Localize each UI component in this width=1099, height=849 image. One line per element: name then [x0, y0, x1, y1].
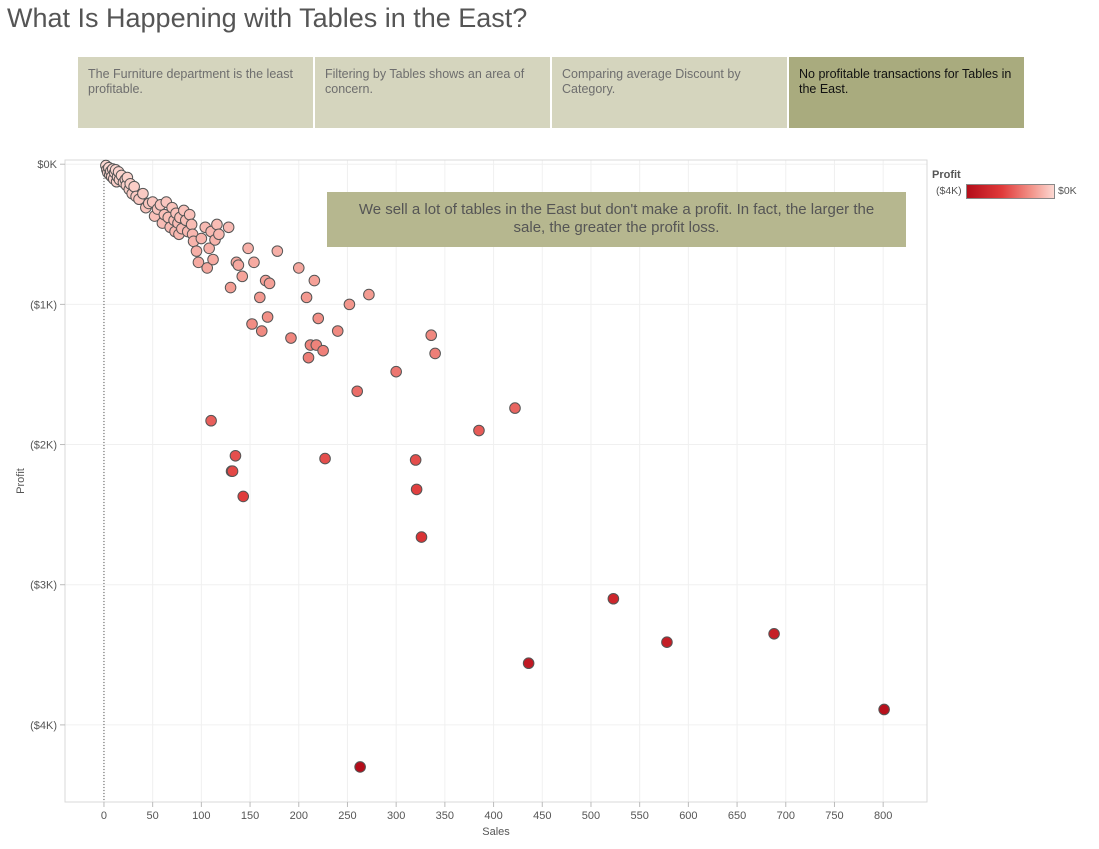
data-point[interactable]: [201, 262, 214, 274]
x-tick-label: 650: [728, 810, 746, 822]
data-point[interactable]: [261, 311, 274, 323]
data-point[interactable]: [224, 281, 237, 294]
y-tick-label: ($4K): [30, 720, 57, 732]
data-point[interactable]: [317, 344, 329, 357]
story-navigator: The Furniture department is the least pr…: [78, 57, 1024, 128]
y-axis: $0K ($1K) ($2K) ($3K) ($4K): [30, 159, 65, 732]
story-point-1[interactable]: The Furniture department is the least pr…: [78, 57, 313, 128]
data-point[interactable]: [425, 329, 438, 342]
data-point[interactable]: [363, 288, 375, 301]
x-tick-label: 100: [192, 810, 210, 822]
data-point[interactable]: [429, 347, 441, 360]
x-tick-label: 150: [241, 810, 259, 822]
data-point[interactable]: [509, 402, 521, 414]
x-tick-label: 250: [338, 810, 356, 822]
x-tick-label: 500: [582, 810, 600, 822]
x-tick-label: 600: [679, 810, 697, 822]
x-tick-label: 300: [387, 810, 405, 822]
data-point[interactable]: [254, 291, 266, 304]
x-tick-label: 200: [290, 810, 308, 822]
data-point[interactable]: [236, 270, 249, 283]
data-points: [100, 159, 890, 773]
x-tick-label: 700: [777, 810, 795, 822]
x-tick-label: 400: [484, 810, 502, 822]
data-point[interactable]: [308, 274, 321, 287]
data-point[interactable]: [415, 531, 428, 543]
data-point[interactable]: [768, 627, 780, 640]
data-point[interactable]: [331, 325, 344, 337]
data-point[interactable]: [137, 187, 149, 200]
x-tick-label: 0: [101, 810, 107, 822]
data-point[interactable]: [607, 592, 620, 605]
page-title: What Is Happening with Tables in the Eas…: [7, 3, 528, 33]
y-tick-label: ($1K): [30, 299, 57, 311]
data-point[interactable]: [302, 351, 315, 364]
data-point[interactable]: [183, 208, 196, 221]
data-point[interactable]: [351, 385, 364, 398]
data-point[interactable]: [185, 218, 198, 231]
data-point[interactable]: [410, 483, 423, 496]
data-point[interactable]: [211, 218, 223, 231]
data-point[interactable]: [354, 761, 366, 773]
y-tick-label: $0K: [37, 159, 57, 171]
x-tick-label: 750: [825, 810, 843, 822]
data-point[interactable]: [390, 365, 402, 378]
plot-area: [64, 159, 928, 803]
story-point-2[interactable]: Filtering by Tables shows an area of con…: [315, 57, 550, 128]
data-point[interactable]: [237, 490, 250, 503]
legend-max-label: $0K: [1058, 185, 1077, 197]
story-point-3[interactable]: Comparing average Discount by Category.: [552, 57, 787, 128]
data-point[interactable]: [292, 262, 305, 274]
legend-title: Profit: [932, 169, 961, 181]
data-point[interactable]: [205, 414, 217, 427]
data-point[interactable]: [300, 291, 313, 304]
data-point[interactable]: [229, 449, 242, 462]
data-point[interactable]: [285, 332, 297, 344]
y-axis-title: Profit: [15, 468, 27, 494]
data-point[interactable]: [319, 452, 331, 465]
x-tick-label: 350: [436, 810, 454, 822]
data-point[interactable]: [878, 703, 890, 716]
data-point[interactable]: [242, 242, 254, 255]
data-point[interactable]: [190, 245, 203, 257]
story-point-4[interactable]: No profitable transactions for Tables in…: [789, 57, 1024, 128]
data-point[interactable]: [195, 232, 208, 245]
data-point[interactable]: [271, 245, 284, 257]
x-tick-label: 800: [874, 810, 892, 822]
legend-min-label: ($4K): [936, 185, 962, 197]
data-point[interactable]: [473, 424, 485, 437]
y-tick-label: ($2K): [30, 440, 57, 452]
data-point[interactable]: [263, 277, 276, 290]
data-point[interactable]: [222, 221, 235, 234]
y-tick-label: ($3K): [30, 580, 57, 592]
data-point[interactable]: [226, 465, 239, 477]
x-tick-label: 550: [630, 810, 648, 822]
legend-color-ramp[interactable]: [966, 184, 1055, 199]
data-point[interactable]: [661, 636, 673, 649]
data-point[interactable]: [255, 325, 268, 337]
x-axis-title: Sales: [482, 826, 510, 838]
x-axis: 0 50 100 150 200 250 300 350 400 450 500 550 600 650 7…: [101, 802, 892, 822]
data-point[interactable]: [203, 242, 215, 255]
data-point[interactable]: [343, 298, 356, 311]
annotation-callout: We sell a lot of tables in the East but …: [327, 192, 906, 247]
x-tick-label: 450: [533, 810, 551, 822]
data-point[interactable]: [409, 454, 422, 466]
data-point[interactable]: [207, 253, 219, 266]
data-point[interactable]: [128, 180, 140, 193]
data-point[interactable]: [192, 256, 205, 269]
data-point[interactable]: [232, 259, 245, 271]
data-point[interactable]: [248, 256, 260, 269]
data-point[interactable]: [522, 657, 535, 670]
data-point[interactable]: [213, 228, 225, 241]
x-tick-label: 50: [147, 810, 159, 822]
data-point[interactable]: [246, 318, 258, 330]
data-point[interactable]: [312, 312, 325, 325]
